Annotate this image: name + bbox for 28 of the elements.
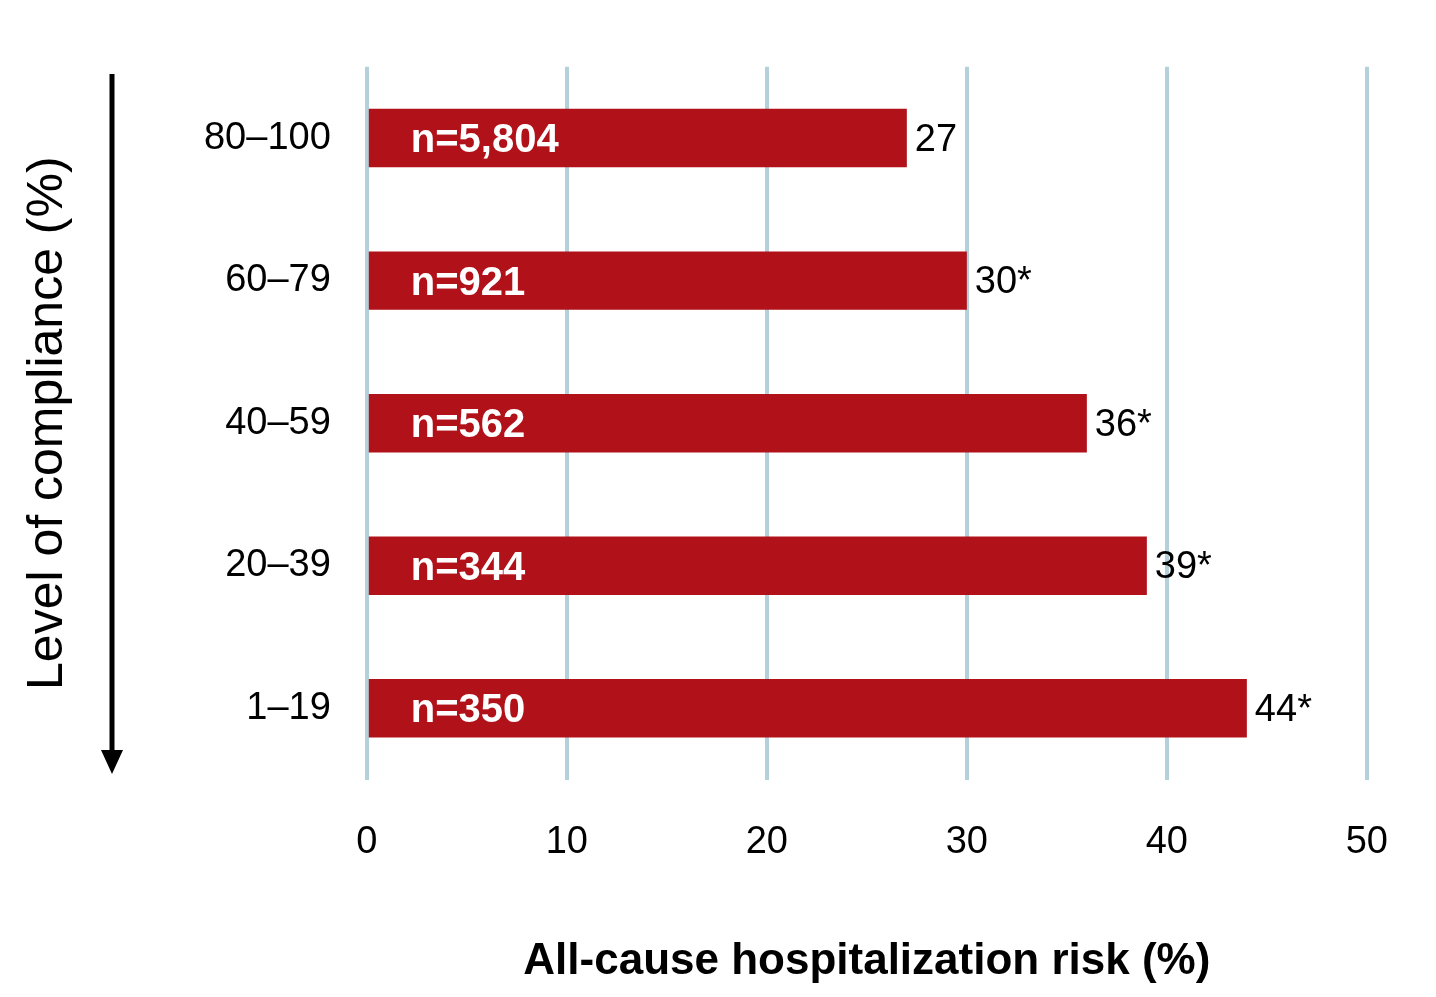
data-label: 39* [1154, 544, 1213, 587]
y-axis-title: Level of compliance (%) [16, 156, 73, 690]
bar [368, 536, 1147, 595]
annotation: n=344 [410, 543, 527, 588]
y-tick-label: 20–39 [225, 542, 331, 585]
x-tick-label: 10 [545, 818, 588, 861]
y-tick-label: 80–100 [203, 114, 331, 157]
y-tick-label: 1–19 [246, 684, 331, 727]
x-tick-label: 40 [1145, 818, 1188, 861]
data-label: 30* [974, 259, 1033, 302]
annotation: n=921 [410, 258, 526, 303]
annotation: n=562 [410, 401, 526, 446]
x-axis-title: All-cause hospitalization risk (%) [523, 933, 1211, 983]
bar [368, 393, 1087, 453]
y-tick-label: 60–79 [225, 257, 331, 300]
x-tick-label: 50 [1345, 818, 1389, 861]
bar [368, 679, 1247, 738]
data-label: 44* [1254, 686, 1313, 729]
x-tick-label: 0 [356, 818, 378, 861]
annotation: n=5,804 [410, 116, 560, 161]
x-tick-label: 20 [745, 818, 788, 861]
bar [368, 251, 967, 310]
bar [368, 108, 907, 168]
annotation: n=350 [410, 686, 526, 731]
x-tick-label: 30 [945, 818, 988, 861]
y-tick-label: 40–59 [225, 399, 331, 442]
data-label: 36* [1094, 401, 1153, 444]
data-label: 27 [914, 116, 958, 159]
